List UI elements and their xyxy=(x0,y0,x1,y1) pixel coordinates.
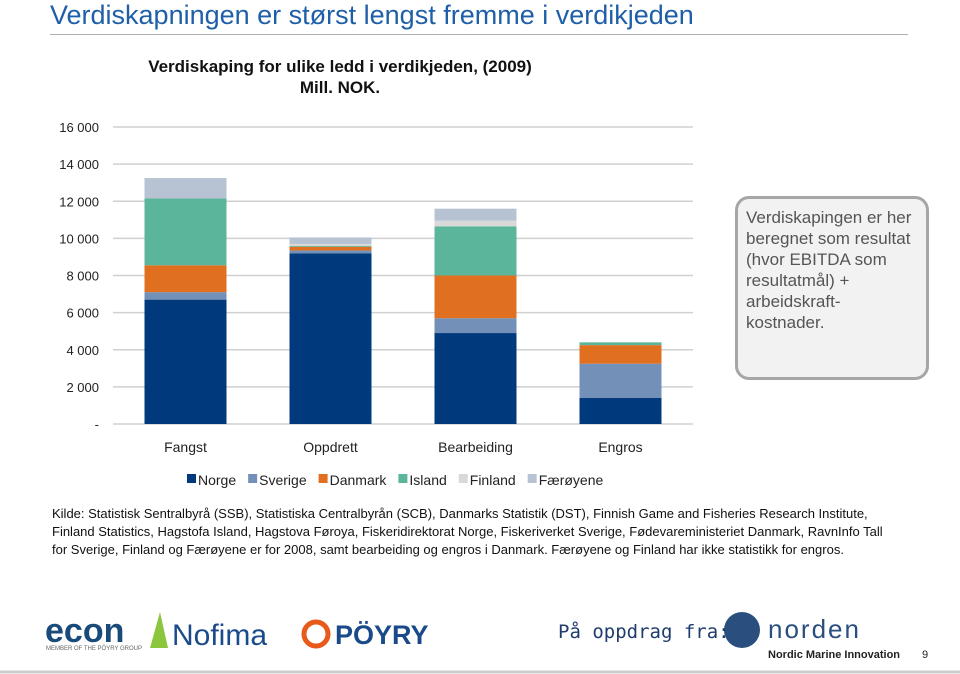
logo-mark xyxy=(724,612,760,648)
logo-norden: norden xyxy=(768,614,861,644)
bar-segment xyxy=(579,345,662,364)
bar-segment xyxy=(434,220,517,227)
logo-mark xyxy=(301,619,331,649)
x-tick-label: Engros xyxy=(598,439,642,455)
y-tick-label: 8 000 xyxy=(66,269,99,284)
bar-segment xyxy=(579,363,662,399)
footer: econ MEMBER OF THE PÖYRY GROUP Nofima PÖ… xyxy=(0,612,960,674)
bar-segment xyxy=(144,198,227,266)
y-tick-label: 12 000 xyxy=(59,194,99,209)
x-tick-label: Fangst xyxy=(164,439,207,455)
legend-swatch xyxy=(398,474,408,483)
legend-label: Norge xyxy=(198,472,236,488)
chart-title-box: Verdiskaping for ulike ledd i verdikjede… xyxy=(148,57,532,97)
title-rule xyxy=(50,34,908,35)
logo-nmi: Nordic Marine Innovation xyxy=(768,649,900,661)
legend-label: Island xyxy=(409,472,446,488)
bar-segment xyxy=(579,398,662,424)
x-tick-label: Bearbeiding xyxy=(438,439,513,455)
bar-segment xyxy=(434,226,517,276)
bar-segment xyxy=(289,237,372,244)
bar-segment xyxy=(289,246,372,251)
y-tick-label: - xyxy=(95,417,99,432)
chart-title: Verdiskaping for ulike ledd i verdikjede… xyxy=(148,57,532,97)
logo-poyry: PÖYRY xyxy=(335,620,429,650)
y-tick-label: 2 000 xyxy=(66,380,99,395)
bar-segment xyxy=(144,265,227,293)
y-tick-label: 10 000 xyxy=(59,231,99,246)
x-tick-label: Oppdrett xyxy=(303,439,358,455)
logo-econ: econ xyxy=(45,612,124,650)
legend-label: Danmark xyxy=(330,472,388,488)
callout: Verdiskapingen er her beregnet som resul… xyxy=(735,196,929,380)
page-number: 9 xyxy=(922,649,928,661)
bar-segment xyxy=(434,275,517,319)
legend-label: Sverige xyxy=(259,472,307,488)
slide-title: Verdiskapningen er størst lengst fremme … xyxy=(50,0,694,30)
bar-segment xyxy=(434,318,517,334)
bar-segment xyxy=(289,250,372,254)
chart: Verdiskaping for ulike ledd i verdikjede… xyxy=(59,57,693,488)
logo-nofima: Nofima xyxy=(172,619,267,652)
logo-mark xyxy=(150,612,168,648)
y-tick-label: 4 000 xyxy=(66,343,99,358)
bar-segment xyxy=(144,178,227,199)
y-tick-label: 16 000 xyxy=(59,120,99,135)
bar-segment xyxy=(579,342,662,346)
bar-segment xyxy=(289,245,372,247)
legend-label: Finland xyxy=(470,472,516,488)
bar-segment xyxy=(434,208,517,221)
bar-segment xyxy=(289,253,372,424)
y-tick-label: 6 000 xyxy=(66,306,99,321)
logo-econ-sub: MEMBER OF THE PÖYRY GROUP xyxy=(46,645,142,652)
legend-swatch xyxy=(318,474,328,483)
legend-swatch xyxy=(527,474,537,483)
bar-segment xyxy=(289,243,372,246)
legend-swatch xyxy=(187,474,196,483)
legend-swatch xyxy=(458,474,468,483)
bar-segment xyxy=(144,292,227,300)
source-note: Kilde: Statistisk Sentralbyrå (SSB), Sta… xyxy=(52,506,883,557)
bar-segment xyxy=(144,299,227,424)
client-label: På oppdrag fra: xyxy=(558,621,730,643)
y-tick-label: 14 000 xyxy=(59,157,99,172)
legend-label: Færøyene xyxy=(539,472,604,488)
bar-segment xyxy=(434,333,517,424)
legend-swatch xyxy=(248,474,258,483)
